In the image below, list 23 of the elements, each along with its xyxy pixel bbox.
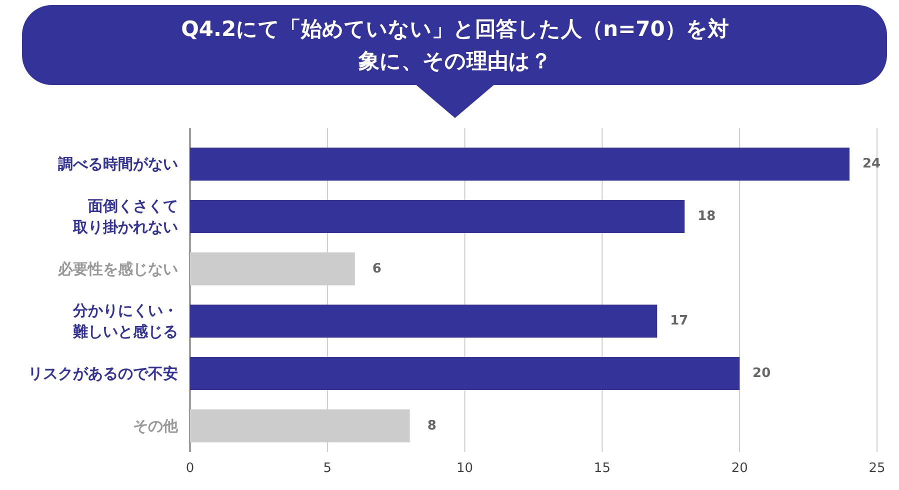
data-label: 20 xyxy=(752,366,771,381)
data-label: 24 xyxy=(862,156,881,172)
bar xyxy=(190,148,850,181)
x-tick-label: 25 xyxy=(868,461,886,476)
x-tick-label: 20 xyxy=(731,461,748,476)
y-tick-label: 必要性を感じない xyxy=(57,260,178,278)
x-tick-label: 0 xyxy=(186,461,194,476)
y-tick-label: その他 xyxy=(133,416,179,435)
x-tick-label: 10 xyxy=(456,461,474,476)
data-label: 17 xyxy=(670,314,688,329)
bar xyxy=(190,304,658,338)
data-label: 18 xyxy=(698,209,716,224)
bar xyxy=(190,200,685,233)
y-tick-label: リスクがあるので不安 xyxy=(28,364,178,382)
x-tick-label: 15 xyxy=(594,461,610,476)
x-tick-label: 5 xyxy=(323,461,332,476)
y-tick-label: 調べる時間がない xyxy=(58,155,178,174)
data-label: 8 xyxy=(427,418,436,434)
chart-title: Q4.2にて「始めていない」と回答した人（n=70）を対象に、その理由は？ xyxy=(181,17,729,73)
bar xyxy=(190,357,740,390)
y-tick-label: 面倒くさくて取り掛かれない xyxy=(72,197,178,236)
y-tick-label: 分かりにくい・難しいと感じる xyxy=(72,302,178,341)
data-label: 6 xyxy=(372,261,382,276)
